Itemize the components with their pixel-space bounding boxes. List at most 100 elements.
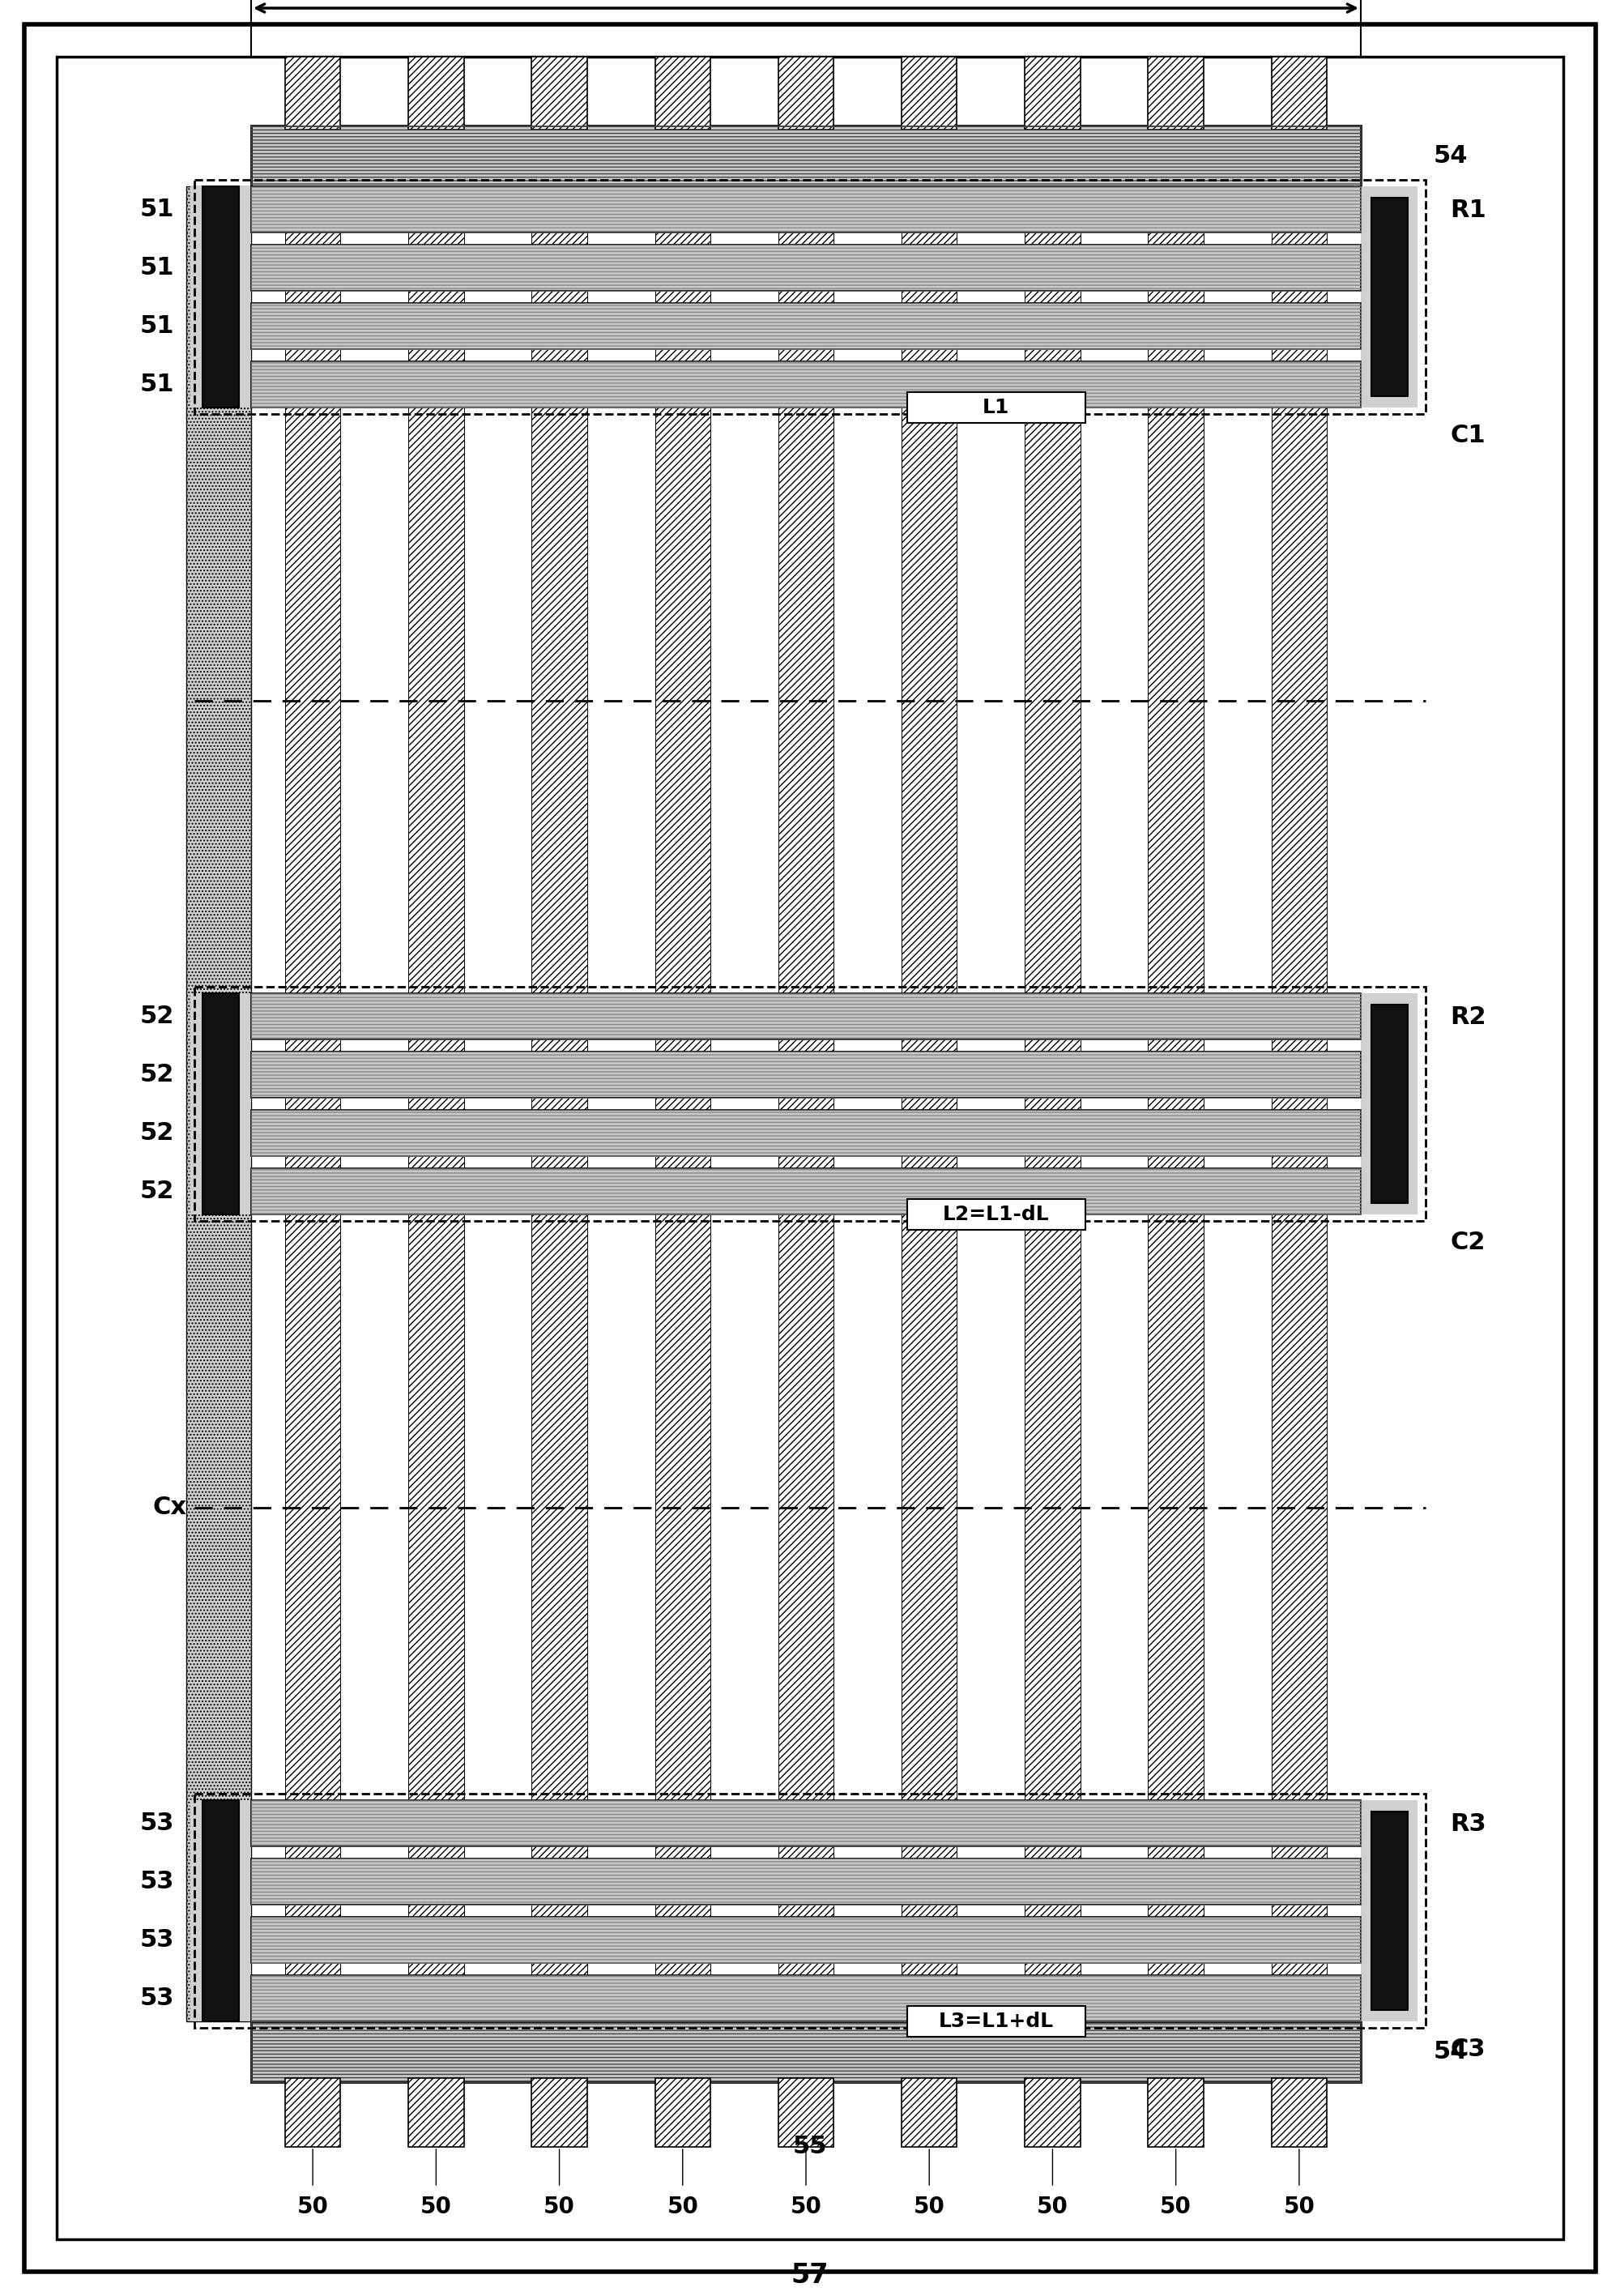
Bar — [251, 246, 1361, 292]
Bar — [251, 126, 1361, 186]
Text: L2=L1-dL: L2=L1-dL — [943, 1205, 1050, 1224]
Text: 50: 50 — [296, 2195, 329, 2218]
Bar — [251, 1800, 1361, 1846]
Bar — [531, 2078, 586, 2147]
Bar — [202, 186, 240, 406]
Bar — [907, 1199, 1085, 1231]
Bar — [901, 186, 957, 2020]
Bar — [251, 246, 1361, 292]
Bar — [654, 57, 711, 129]
Bar — [251, 1975, 1361, 2020]
Bar — [1272, 186, 1327, 2020]
Text: 50: 50 — [667, 2195, 698, 2218]
Text: 55: 55 — [792, 2135, 828, 2158]
Bar — [194, 987, 1426, 1221]
Bar — [251, 360, 1361, 406]
Bar — [251, 994, 1361, 1040]
Bar — [1272, 2078, 1327, 2147]
Bar — [1272, 57, 1327, 129]
Text: 51: 51 — [139, 257, 175, 280]
Bar — [202, 994, 240, 1215]
Text: 50: 50 — [1160, 2195, 1192, 2218]
Bar — [251, 1857, 1361, 1906]
Bar — [251, 1917, 1361, 1963]
Bar — [907, 393, 1085, 422]
Bar — [251, 1917, 1361, 1963]
Bar — [194, 1793, 1426, 2027]
Bar — [251, 1052, 1361, 1097]
Bar — [251, 1169, 1361, 1215]
Text: 52: 52 — [139, 1180, 175, 1203]
Bar — [285, 57, 340, 129]
Text: 53: 53 — [139, 1812, 175, 1835]
Bar — [1371, 197, 1408, 397]
Bar — [408, 57, 463, 129]
Bar — [251, 994, 1361, 1040]
Text: 51: 51 — [139, 197, 175, 220]
Text: 50: 50 — [791, 2195, 821, 2218]
Bar — [1025, 57, 1081, 129]
Bar — [1025, 186, 1081, 2020]
Bar — [186, 186, 251, 2020]
Text: R1: R1 — [1450, 197, 1486, 223]
Text: 52: 52 — [139, 1006, 175, 1029]
Text: 53: 53 — [139, 1986, 175, 2009]
Bar — [654, 2078, 711, 2147]
Bar — [251, 1975, 1361, 2020]
Bar — [778, 186, 834, 2020]
Text: 52: 52 — [139, 1063, 175, 1086]
Text: 54: 54 — [1434, 2039, 1468, 2064]
Bar — [1149, 57, 1204, 129]
Text: 50: 50 — [1283, 2195, 1315, 2218]
Bar — [531, 57, 586, 129]
Bar — [251, 186, 1361, 232]
Bar — [251, 360, 1361, 406]
Text: 53: 53 — [139, 1929, 175, 1952]
Bar — [408, 186, 463, 2020]
Text: C3: C3 — [1450, 2037, 1486, 2062]
Bar — [251, 2020, 1361, 2082]
Bar — [251, 186, 1361, 232]
Text: 50: 50 — [544, 2195, 575, 2218]
Bar — [1025, 2078, 1081, 2147]
Bar — [901, 2078, 957, 2147]
Bar — [1149, 186, 1204, 2020]
Text: 52: 52 — [139, 1120, 175, 1146]
Bar — [1361, 1800, 1418, 2020]
Bar — [251, 303, 1361, 349]
Text: Cx: Cx — [152, 1495, 186, 1520]
Text: C1: C1 — [1450, 425, 1486, 448]
Text: 51: 51 — [139, 315, 175, 338]
Bar — [191, 1800, 251, 2020]
Bar — [251, 303, 1361, 349]
Text: L1: L1 — [982, 397, 1009, 418]
Text: R3: R3 — [1450, 1812, 1486, 1837]
Bar — [202, 1800, 240, 2020]
Bar — [251, 1109, 1361, 1157]
Bar — [251, 1169, 1361, 1215]
Bar — [1371, 1812, 1408, 2011]
Text: 57: 57 — [791, 2262, 829, 2289]
Bar — [1371, 1003, 1408, 1203]
Text: 54: 54 — [1434, 145, 1468, 168]
Text: 51: 51 — [139, 372, 175, 397]
Bar — [251, 1052, 1361, 1097]
Bar — [778, 57, 834, 129]
Bar — [408, 2078, 463, 2147]
Bar — [251, 2020, 1361, 2082]
Bar — [251, 126, 1361, 186]
Bar — [191, 994, 251, 1215]
Text: 53: 53 — [139, 1869, 175, 1894]
Text: C2: C2 — [1450, 1231, 1486, 1254]
Bar — [285, 186, 340, 2020]
Bar — [654, 186, 711, 2020]
Bar — [285, 2078, 340, 2147]
Bar — [1361, 994, 1418, 1215]
Text: 50: 50 — [420, 2195, 452, 2218]
Bar — [191, 186, 251, 406]
Text: L3=L1+dL: L3=L1+dL — [938, 2011, 1053, 2032]
Bar — [1361, 186, 1418, 406]
Bar — [901, 57, 957, 129]
Bar — [1149, 2078, 1204, 2147]
Text: R2: R2 — [1450, 1006, 1486, 1029]
